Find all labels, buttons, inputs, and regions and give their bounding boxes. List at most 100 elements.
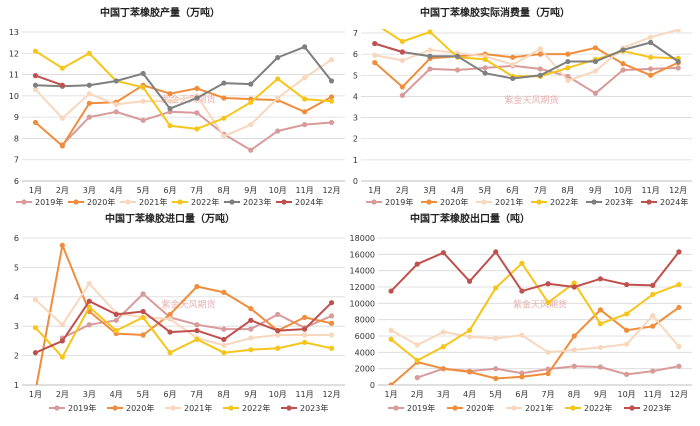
data-point: [676, 344, 682, 350]
x-tick-label: 9月: [244, 390, 257, 399]
x-tick-label: 4月: [110, 186, 123, 195]
data-point: [592, 45, 599, 51]
data-point: [248, 317, 254, 323]
legend-label: 2023年: [243, 197, 271, 207]
y-tick-label: 4: [353, 92, 358, 101]
x-tick-label: 2月: [411, 390, 424, 399]
data-point: [328, 320, 335, 326]
x-tick-label: 10月: [614, 186, 632, 195]
data-point: [221, 350, 227, 356]
y-tick-label: 1: [353, 156, 358, 165]
data-point: [194, 328, 200, 334]
data-point: [194, 110, 200, 116]
data-point: [493, 375, 499, 382]
y-tick-label: 0: [370, 381, 375, 390]
data-point: [194, 336, 200, 343]
series-line-2024年: [374, 42, 403, 53]
data-point: [275, 76, 281, 82]
data-point: [482, 65, 488, 71]
chart-title: 中国丁苯橡胶产量（万吨）: [100, 6, 220, 19]
data-point: [248, 326, 254, 332]
data-point: [140, 70, 146, 77]
data-point: [328, 313, 335, 319]
legend-marker: [228, 405, 234, 411]
y-tick-label: 6: [353, 50, 358, 59]
y-tick-label: 2: [353, 135, 358, 144]
data-point: [140, 98, 146, 104]
data-point: [440, 250, 447, 256]
x-tick-label: 3月: [437, 390, 450, 399]
data-point: [275, 128, 281, 134]
series-line-2022年: [34, 50, 332, 130]
y-tick-label: 11: [9, 71, 19, 80]
chart-panel-4: 中国丁苯橡胶出口量（吨） 0 2000 4000 6000 8000 10000 12000 1…: [350, 212, 692, 413]
data-point: [32, 48, 39, 54]
data-point: [466, 334, 473, 340]
data-point: [675, 65, 681, 71]
data-point: [59, 65, 65, 71]
chart-title: 中国丁苯橡胶实际消费量（万吨）: [420, 6, 570, 19]
plot-area: [32, 44, 335, 153]
data-point: [113, 78, 119, 84]
legend-label: 2022年: [550, 197, 578, 207]
data-point: [140, 291, 146, 297]
data-point: [537, 72, 543, 78]
data-point: [328, 78, 335, 84]
data-point: [545, 299, 551, 306]
data-point: [372, 21, 377, 26]
series-line-2021年: [34, 58, 333, 138]
data-point: [140, 314, 146, 320]
x-tick-label: 9月: [594, 390, 607, 399]
data-point: [597, 307, 604, 313]
data-point: [140, 332, 146, 338]
data-point: [113, 311, 119, 318]
data-point: [510, 54, 516, 60]
x-tick-label: 11月: [296, 186, 314, 195]
data-point: [565, 65, 571, 71]
data-point: [194, 322, 200, 328]
x-tick-label: 7月: [190, 186, 203, 195]
data-point: [676, 249, 682, 255]
legend-marker: [125, 199, 131, 205]
y-tick-label: 2: [14, 352, 19, 361]
data-point: [414, 375, 420, 381]
data-point: [86, 50, 92, 56]
series-line-2022年: [390, 262, 680, 362]
legend-label: 2020年: [440, 197, 468, 207]
data-point: [167, 123, 173, 129]
data-point: [372, 52, 378, 58]
data-point: [597, 321, 604, 327]
legend-marker: [591, 199, 597, 205]
series-line-2023年: [390, 250, 680, 293]
legend-marker: [629, 405, 635, 411]
data-point: [427, 29, 433, 35]
x-tick-label: 7月: [534, 186, 547, 195]
data-point: [275, 95, 281, 101]
data-point: [86, 298, 92, 304]
data-point: [302, 339, 308, 345]
data-point: [571, 347, 577, 353]
data-point: [620, 47, 626, 53]
x-tick-label: 11月: [644, 390, 662, 399]
series-line-2024年: [35, 74, 63, 87]
data-point: [221, 326, 227, 332]
data-point: [545, 349, 551, 355]
x-tick-label: 10月: [269, 390, 287, 399]
data-point: [571, 284, 577, 290]
series-line-2021年: [374, 29, 679, 82]
plot-area: [372, 21, 681, 98]
data-point: [597, 276, 604, 282]
x-tick-label: 5月: [137, 186, 150, 195]
legend-label: 2023年: [605, 197, 633, 207]
data-point: [86, 82, 92, 88]
x-tick-label: 4月: [110, 390, 123, 399]
x-tick-label: 10月: [269, 186, 287, 195]
x-tick-label: 9月: [589, 186, 602, 195]
x-tick-label: 5月: [489, 390, 502, 399]
x-tick-label: 12月: [322, 390, 340, 399]
legend-marker: [286, 405, 292, 411]
data-point: [328, 300, 335, 306]
x-tick-label: 11月: [642, 186, 660, 195]
data-point: [32, 82, 39, 88]
data-point: [519, 374, 525, 380]
